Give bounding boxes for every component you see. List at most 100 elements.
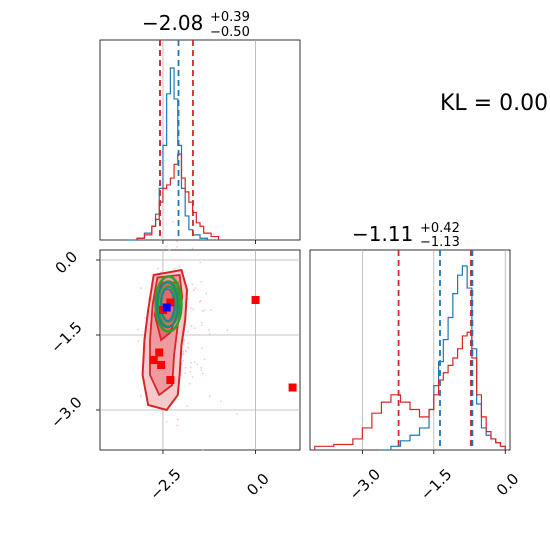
y-tick-label: −3.0 [47, 393, 85, 431]
joint-panel: −2.5 0.0 0.0 −1.5 −3.0 [47, 220, 301, 504]
right-marginal-panel: −3.0 −1.5 0.0 −1.11 +0.42 −1.13 [309, 221, 523, 504]
scatter-point [165, 420, 168, 423]
scatter-point [201, 324, 203, 326]
blue-contour-0 [156, 281, 179, 329]
scatter-point [137, 340, 140, 343]
scatter-point [200, 366, 202, 369]
scatter-point [171, 220, 174, 223]
scatter-point [183, 339, 186, 342]
scatter-point [182, 359, 185, 362]
x-tick-label: 0.0 [243, 470, 273, 500]
right-marginal-frame [309, 249, 511, 451]
top-marginal-title-sup: +0.39 [210, 10, 250, 25]
scatter-point [201, 347, 204, 350]
scatter-point [187, 346, 189, 349]
scatter-point [193, 361, 196, 364]
histogram-series-0 [125, 67, 209, 241]
scatter-point [203, 358, 206, 361]
scatter-point [144, 317, 147, 319]
scatter-point [189, 307, 192, 309]
scatter-point [219, 400, 222, 403]
scatter-point [194, 287, 197, 290]
red-marker-1 [166, 298, 175, 307]
scatter-point [208, 395, 211, 398]
scatter-point [168, 249, 171, 252]
scatter-point [176, 240, 178, 243]
scatter-point [189, 366, 192, 369]
scatter-point [176, 424, 179, 427]
right-marginal-title-value: −1.11 [352, 222, 413, 246]
scatter-point [201, 372, 204, 375]
green-contour-1 [156, 280, 181, 328]
scatter-point [182, 353, 185, 356]
scatter-point [196, 363, 199, 366]
x-tick-label: −2.5 [146, 465, 184, 503]
scatter-point [192, 308, 195, 311]
scatter-point [226, 329, 229, 332]
y-tick-label: −1.5 [47, 318, 85, 356]
red-marker-7 [288, 383, 297, 392]
red-marker-5 [166, 376, 175, 384]
scatter-point [209, 333, 211, 336]
scatter-point [212, 233, 215, 236]
joint-frame [99, 249, 301, 451]
scatter-point [176, 246, 179, 248]
scatter-point [187, 330, 190, 333]
scatter-point [203, 309, 206, 312]
scatter-point [191, 247, 194, 250]
scatter-point [200, 369, 203, 372]
y-tick-label: 0.0 [52, 248, 82, 278]
scatter-point [139, 287, 142, 290]
scatter-point [187, 297, 190, 300]
scatter-point [184, 372, 187, 375]
scatter-point [200, 321, 203, 324]
histogram-series-1 [314, 331, 506, 450]
top-marginal-frame [99, 39, 301, 241]
scatter-point [173, 267, 176, 270]
scatter-point [185, 350, 188, 353]
x-tick-label: 0.0 [493, 470, 523, 500]
right-marginal-title-sup: +0.42 [420, 221, 460, 236]
scatter-point [205, 292, 208, 295]
scatter-point [182, 350, 185, 353]
scatter-point [198, 300, 201, 303]
scatter-point [184, 366, 187, 369]
scatter-point [161, 264, 164, 267]
scatter-point [165, 245, 168, 248]
scatter-point [186, 405, 188, 408]
scatter-point [182, 343, 185, 345]
scatter-point [189, 370, 192, 373]
scatter-point [200, 281, 203, 283]
top-marginal-title-value: −2.08 [142, 11, 203, 35]
red-marker-6 [251, 296, 260, 304]
scatter-point [188, 382, 191, 385]
scatter-point [156, 267, 159, 270]
green-contour-0 [154, 275, 183, 333]
x-tick-label: −3.0 [346, 465, 384, 503]
scatter-point [191, 376, 194, 379]
scatter-point [190, 325, 193, 327]
scatter-point [191, 283, 194, 286]
scatter-point [190, 361, 192, 364]
histogram-series-1 [136, 153, 220, 240]
scatter-point [139, 395, 142, 397]
scatter-point [209, 309, 212, 312]
kl-annotation: KL = 0.00 [440, 91, 548, 116]
red-marker-3 [157, 361, 166, 369]
right-marginal-title-sub: −1.13 [420, 235, 460, 250]
red-marker-2 [155, 348, 164, 357]
top-marginal-title-sub: −0.50 [210, 25, 250, 40]
red-marker-4 [149, 356, 158, 364]
scatter-point [199, 261, 202, 264]
x-tick-label: −1.5 [417, 465, 455, 503]
scatter-point [202, 449, 204, 452]
scatter-point [193, 327, 196, 330]
scatter-point [178, 265, 181, 268]
scatter-point [236, 413, 238, 416]
scatter-point [193, 289, 195, 291]
scatter-point [201, 310, 204, 313]
scatter-point [181, 362, 183, 365]
scatter-point [176, 418, 179, 421]
scatter-point [208, 329, 211, 331]
